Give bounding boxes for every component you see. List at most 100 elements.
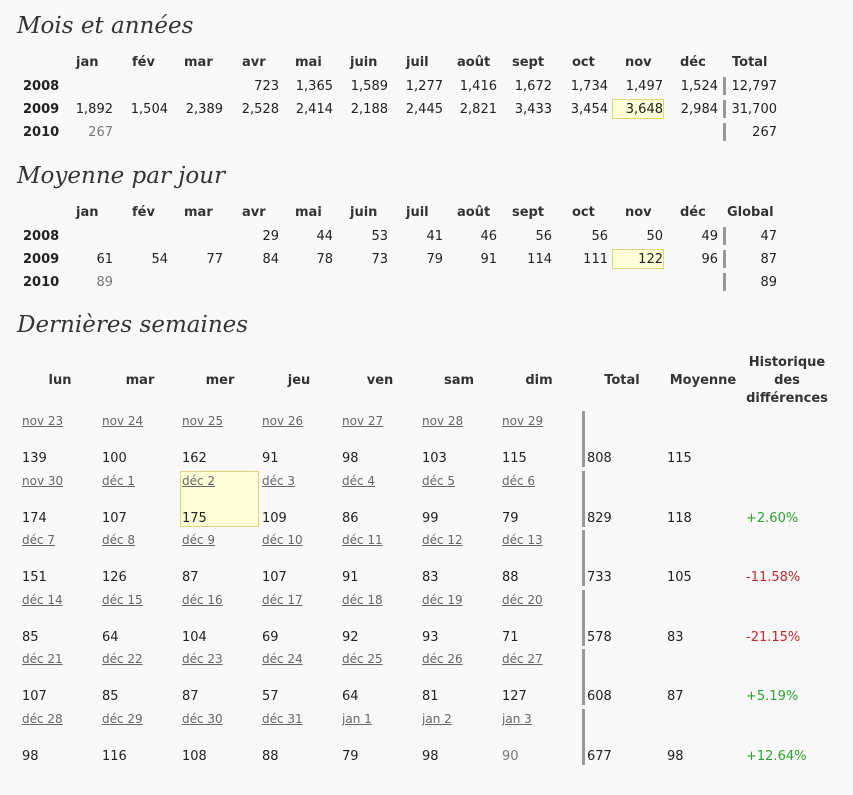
day-link[interactable]: déc 10: [262, 533, 303, 548]
day-link[interactable]: déc 16: [182, 592, 223, 607]
month-value: 2,389: [185, 102, 223, 117]
month-header: mar: [184, 55, 213, 70]
day-link[interactable]: déc 13: [502, 533, 543, 548]
month-header: nov: [625, 55, 652, 70]
day-value: 64: [342, 689, 359, 705]
today-highlight: [180, 470, 259, 527]
day-link[interactable]: déc 8: [102, 533, 136, 548]
month-header: mar: [184, 205, 213, 220]
weekday-header: lun: [48, 373, 72, 388]
year-label: 2008: [23, 229, 60, 244]
month-header: mai: [295, 55, 322, 70]
day-value: 88: [262, 749, 279, 764]
day-value: 174: [22, 510, 47, 526]
day-value: 107: [262, 570, 287, 586]
day-link[interactable]: jan 1: [342, 712, 372, 726]
day-value: 98: [422, 749, 439, 764]
day-link[interactable]: déc 11: [342, 533, 383, 548]
day-link[interactable]: nov 26: [262, 414, 304, 428]
day-link[interactable]: nov 30: [22, 473, 64, 488]
month-value: 2,821: [459, 102, 497, 117]
day-value: 79: [502, 510, 519, 526]
day-value: 85: [22, 629, 39, 645]
day-link[interactable]: déc 28: [22, 712, 63, 726]
day-link[interactable]: déc 31: [262, 712, 303, 726]
weekday-header: mar: [125, 373, 155, 388]
day-link[interactable]: déc 20: [502, 592, 543, 607]
day-link[interactable]: déc 17: [262, 592, 303, 607]
day-link[interactable]: déc 29: [102, 712, 143, 726]
avg-section-title: Moyenne par jour: [17, 163, 226, 189]
day-link[interactable]: jan 3: [502, 712, 532, 726]
day-link[interactable]: déc 9: [182, 533, 216, 548]
day-value: 71: [502, 629, 519, 645]
month-header: sept: [512, 55, 545, 70]
day-value: 116: [102, 749, 127, 764]
day-link[interactable]: déc 21: [22, 652, 63, 667]
month-value: 46: [480, 229, 497, 244]
day-link[interactable]: déc 12: [422, 533, 463, 548]
month-value: 1,504: [130, 102, 168, 117]
day-link[interactable]: déc 3: [262, 473, 296, 488]
month-value: 1,497: [625, 79, 663, 94]
day-value: 93: [422, 629, 439, 645]
total-header: Total: [732, 55, 768, 70]
month-value: 1,672: [514, 79, 552, 94]
month-value: 2,528: [241, 102, 279, 117]
months-section-title: Mois et années: [17, 13, 194, 39]
day-value: 87: [182, 570, 199, 586]
day-value: 87: [182, 689, 199, 705]
day-link[interactable]: déc 15: [102, 592, 143, 607]
day-value: 175: [182, 510, 207, 526]
day-link[interactable]: déc 2: [182, 473, 216, 488]
day-value: 69: [262, 629, 279, 645]
month-header: août: [457, 205, 491, 220]
day-link[interactable]: nov 29: [502, 414, 544, 428]
month-value: 49: [701, 229, 718, 244]
day-link[interactable]: nov 25: [182, 414, 224, 428]
day-link[interactable]: déc 27: [502, 652, 543, 667]
month-header: juil: [406, 205, 429, 220]
day-link[interactable]: déc 19: [422, 592, 463, 607]
day-link[interactable]: déc 14: [22, 592, 63, 607]
day-link[interactable]: déc 23: [182, 652, 223, 667]
day-value: 100: [102, 451, 127, 466]
day-link[interactable]: déc 26: [422, 652, 463, 667]
month-value: 73: [371, 252, 388, 267]
day-link[interactable]: déc 30: [182, 712, 223, 726]
day-value: 91: [342, 570, 359, 586]
day-link[interactable]: jan 2: [422, 712, 452, 726]
week-average: 115: [667, 451, 692, 466]
row-total: 89: [760, 275, 777, 290]
total-separator: [723, 100, 726, 118]
day-link[interactable]: déc 1: [102, 473, 136, 488]
total-separator: [723, 77, 726, 95]
day-link[interactable]: déc 24: [262, 652, 303, 667]
day-value: 99: [422, 510, 439, 526]
day-link[interactable]: nov 28: [422, 414, 464, 428]
week-diff: +5.19%: [746, 689, 799, 705]
day-value: 108: [182, 749, 207, 764]
history-header: différences: [746, 391, 828, 406]
day-link[interactable]: déc 6: [502, 473, 536, 488]
year-label: 2009: [23, 252, 60, 267]
day-value: 139: [22, 451, 47, 466]
day-link[interactable]: nov 23: [22, 414, 64, 428]
day-value: 115: [502, 451, 527, 466]
day-link[interactable]: déc 22: [102, 652, 143, 667]
day-link[interactable]: déc 7: [22, 533, 56, 548]
month-value: 723: [254, 79, 279, 94]
day-value: 104: [182, 629, 207, 645]
day-link[interactable]: déc 25: [342, 652, 383, 667]
day-link[interactable]: déc 4: [342, 473, 376, 488]
day-link[interactable]: déc 18: [342, 592, 383, 607]
month-value: 1,734: [570, 79, 608, 94]
day-link[interactable]: nov 27: [342, 414, 384, 428]
day-link[interactable]: nov 24: [102, 414, 144, 428]
day-link[interactable]: déc 5: [422, 473, 456, 488]
weekday-header: mer: [205, 373, 235, 388]
day-value: 85: [102, 689, 119, 705]
day-value: 79: [342, 749, 359, 764]
month-value: 78: [316, 252, 333, 267]
month-value: 2,414: [295, 102, 333, 117]
